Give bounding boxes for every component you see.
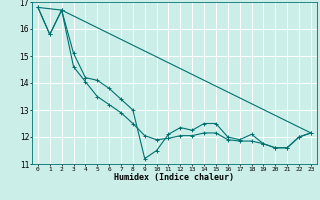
X-axis label: Humidex (Indice chaleur): Humidex (Indice chaleur) xyxy=(115,173,234,182)
